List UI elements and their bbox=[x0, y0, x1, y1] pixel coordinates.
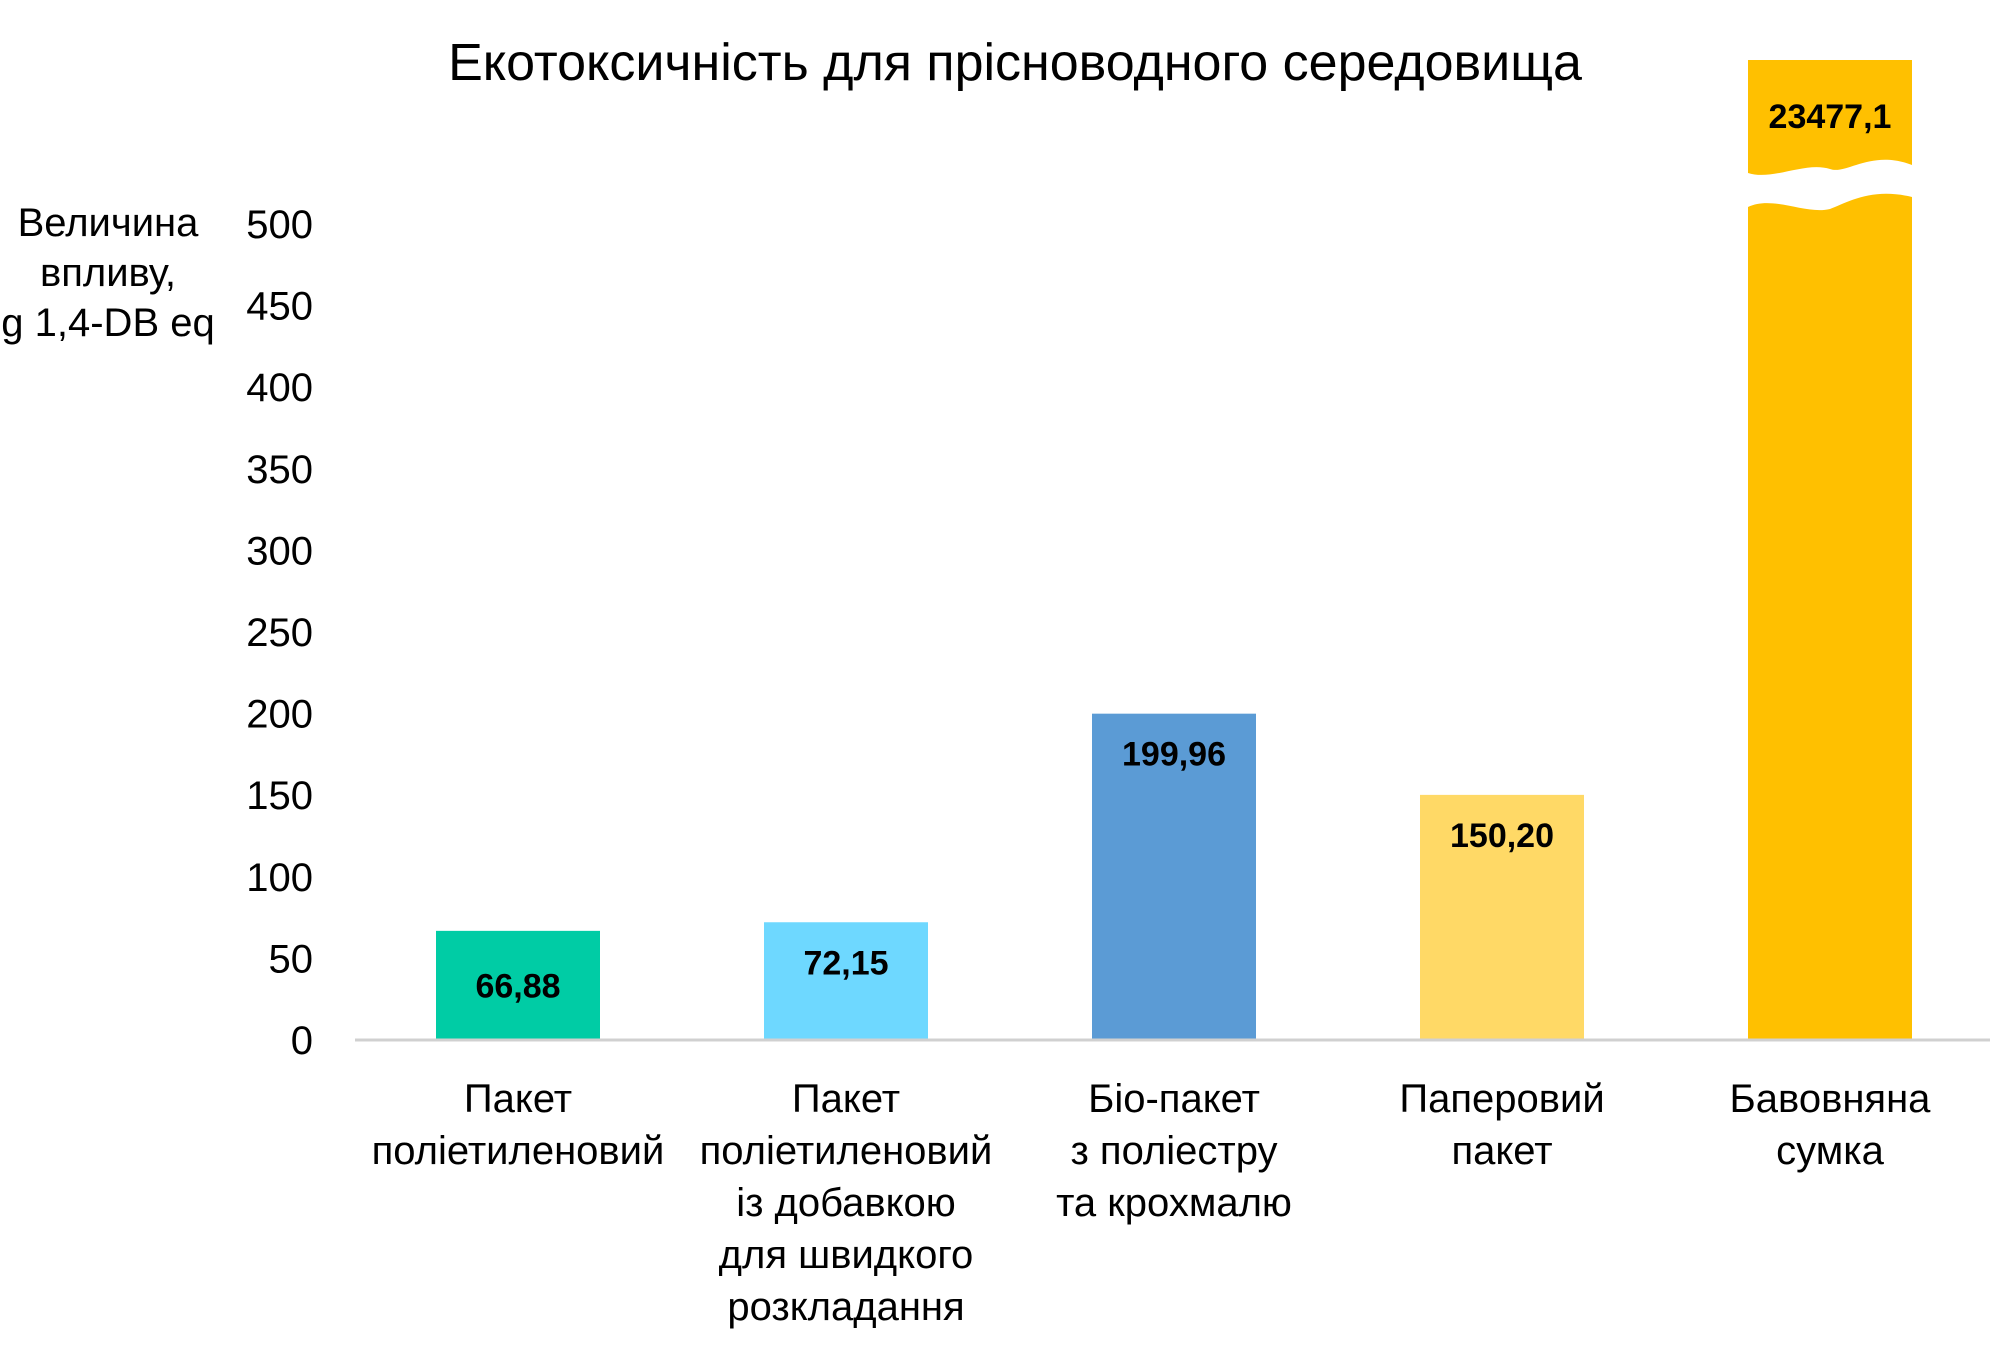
category-label-line: Пакет bbox=[792, 1077, 900, 1121]
data-label: 72,15 bbox=[803, 944, 888, 982]
category-label-line: для швидкого bbox=[719, 1233, 974, 1277]
bar bbox=[436, 930, 600, 1040]
category-label-line: Паперовий bbox=[1399, 1077, 1604, 1121]
data-labels: 66,88 72,15 199,96 150,20 23477,1 bbox=[475, 98, 1891, 1005]
category-label-line: з поліестру bbox=[1070, 1129, 1277, 1173]
y-tick-label: 400 bbox=[246, 366, 313, 410]
y-axis-label-line: g 1,4-DB eq bbox=[1, 301, 214, 345]
data-label: 23477,1 bbox=[1769, 98, 1892, 136]
category-label-line: та крохмалю bbox=[1056, 1181, 1292, 1225]
data-label: 66,88 bbox=[475, 967, 560, 1005]
category-label-line: Бавовняна bbox=[1730, 1077, 1932, 1121]
bar bbox=[1420, 794, 1584, 1040]
y-tick-label: 50 bbox=[269, 937, 314, 981]
category-label-line: Біо-пакет bbox=[1088, 1077, 1260, 1121]
y-axis-ticks: 0 50 100 150 200 250 300 350 400 450 500 bbox=[246, 203, 313, 1063]
y-tick-label: 350 bbox=[246, 448, 313, 492]
y-tick-label: 250 bbox=[246, 611, 313, 655]
y-tick-label: 450 bbox=[246, 285, 313, 329]
y-axis-label-line: Величина bbox=[18, 201, 200, 245]
category-labels: Пакет поліетиленовий Пакет поліетиленовий із… bbox=[372, 1077, 1932, 1329]
bar-upper-segment bbox=[1748, 60, 1912, 175]
bar-lower-segment bbox=[1748, 193, 1912, 1040]
data-label: 150,20 bbox=[1450, 817, 1554, 855]
bars bbox=[436, 60, 1912, 1040]
y-axis-label-line: впливу, bbox=[40, 251, 176, 295]
chart-title: Екотоксичність для прісноводного середов… bbox=[448, 34, 1582, 92]
y-tick-label: 200 bbox=[246, 693, 313, 737]
y-axis-label: Величина впливу, g 1,4-DB eq bbox=[1, 201, 214, 345]
bar bbox=[764, 922, 928, 1040]
y-tick-label: 150 bbox=[246, 774, 313, 818]
category-label-line: поліетиленовий bbox=[372, 1129, 665, 1173]
data-label: 199,96 bbox=[1122, 736, 1226, 774]
y-tick-label: 300 bbox=[246, 529, 313, 573]
category-label-line: поліетиленовий bbox=[700, 1129, 993, 1173]
category-label-line: сумка bbox=[1776, 1129, 1884, 1173]
y-tick-label: 100 bbox=[246, 856, 313, 900]
bar bbox=[1092, 713, 1256, 1040]
category-label-line: Пакет bbox=[464, 1077, 572, 1121]
y-tick-label: 500 bbox=[246, 203, 313, 247]
category-label-line: розкладання bbox=[727, 1285, 964, 1329]
y-tick-label: 0 bbox=[291, 1019, 313, 1063]
category-label-line: із добавкою bbox=[736, 1181, 956, 1225]
category-label-line: пакет bbox=[1451, 1129, 1552, 1173]
